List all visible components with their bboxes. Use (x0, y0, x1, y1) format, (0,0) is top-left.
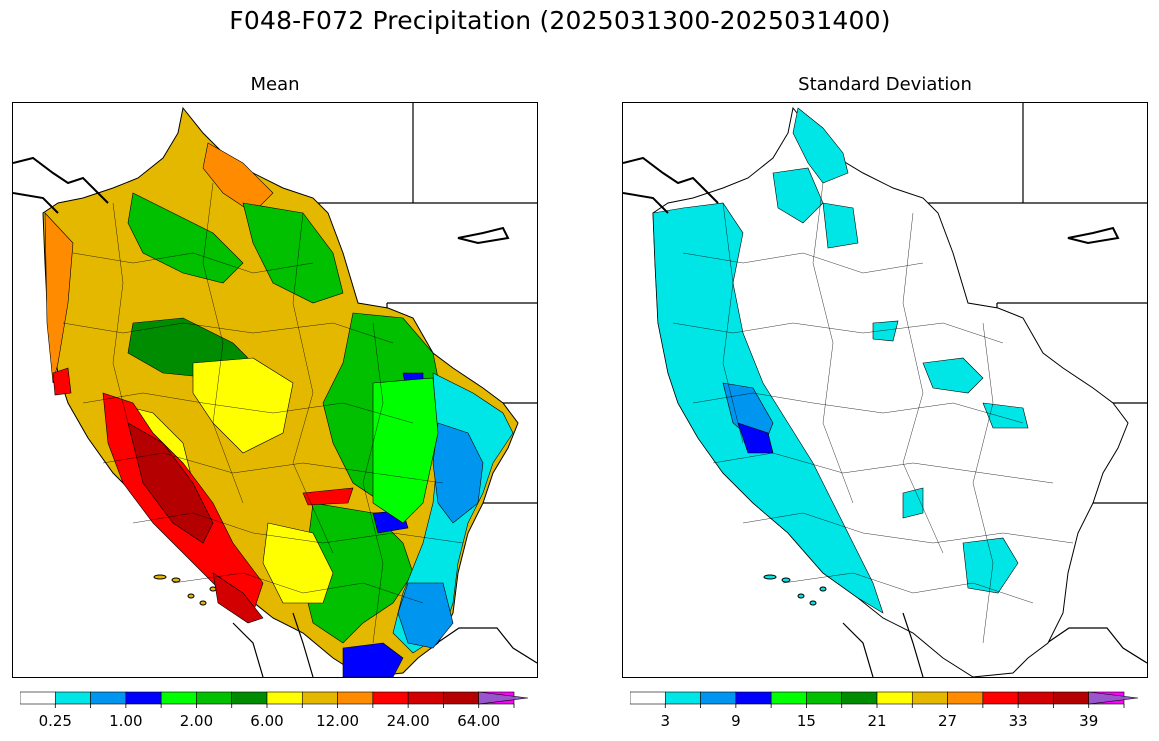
sd-colorbar-segment (806, 691, 843, 705)
sd-cyan-north (792, 107, 849, 184)
sd-map-svg (623, 103, 1147, 677)
mean-colorbar-segment (125, 691, 162, 705)
sd-colorbar-segment (911, 691, 948, 705)
mean-colorbar-segment (196, 691, 233, 705)
sd-mexico-lines (842, 612, 924, 677)
figure-title: F048-F072 Precipitation (2025031300-2025… (229, 6, 891, 35)
mean-basin-lines (62, 182, 464, 644)
mean-panel-title: Mean (250, 74, 300, 95)
sd-cyan-spot-2 (982, 402, 1029, 429)
mean-colorbar-segment (337, 691, 374, 705)
sd-colorbar-segment (700, 691, 737, 705)
mean-colorbar-label: 1.00 (109, 712, 143, 730)
mean-map-svg (13, 103, 537, 677)
mean-green-3 (242, 202, 344, 304)
sd-colorbar-segment (735, 691, 772, 705)
mean-colorbar-label: 6.00 (250, 712, 284, 730)
sd-colorbar-label: 21 (867, 712, 887, 730)
sd-cyan-coast (652, 202, 884, 614)
sd-colorbar-segment (664, 691, 701, 705)
sd-colorbar-label: 3 (660, 712, 671, 730)
mean-dark-blue-3 (342, 642, 404, 677)
sd-colorbar-segment (947, 691, 984, 705)
sd-colorbar-label: 15 (796, 712, 816, 730)
sd-colorbar-label: 33 (1008, 712, 1028, 730)
sd-lake (1067, 226, 1120, 245)
mean-precipitation-map (12, 102, 538, 678)
sd-cyan-spot-1 (922, 357, 984, 394)
sd-colorbar-segment (876, 691, 913, 705)
sd-colorbar-segment (1053, 691, 1090, 705)
mean-yellow-3 (262, 522, 334, 604)
mean-colorbar-segment (20, 691, 56, 705)
mean-orange-coast (44, 212, 74, 384)
mean-colorbar-segment (443, 691, 480, 705)
mean-colorbar-segment (90, 691, 127, 705)
sd-colorbar-label: 9 (731, 712, 741, 730)
mean-colorbar-segment (54, 691, 91, 705)
sd-colorbar-segment (841, 691, 878, 705)
mean-coastline-north (13, 156, 109, 214)
sd-cyan-spot-4 (902, 487, 924, 519)
mean-colorbar-segment (231, 691, 268, 705)
mean-colorbar-segment (407, 691, 444, 705)
sd-colorbar (630, 691, 1139, 708)
mean-red-spot (302, 487, 354, 506)
sd-colorbar-segment (770, 691, 807, 705)
mean-colorbar-segment (478, 691, 529, 705)
mean-darkred-south (212, 572, 264, 624)
mean-mexico-lines (232, 612, 314, 677)
sd-colorbar-label: 39 (1079, 712, 1099, 730)
sd-colorbar-label: 27 (938, 712, 958, 730)
sd-cyan-spot-5 (872, 320, 899, 342)
mean-darkred-region (127, 422, 214, 544)
sd-cyan-spot-3 (962, 537, 1019, 594)
mean-colorbar-segment (301, 691, 338, 705)
sd-basin-lines (672, 182, 1074, 644)
mean-colorbar-segment (160, 691, 197, 705)
sd-cyan-north-3 (822, 202, 859, 249)
mean-colorbar (20, 691, 529, 708)
sd-colorbar-segment (630, 691, 666, 705)
mean-blue-region (432, 422, 484, 524)
sd-coastline-north (623, 156, 719, 214)
mean-colorbar-label: 24.00 (386, 712, 430, 730)
sd-cyan-north-2 (772, 167, 824, 224)
mean-colorbar-label: 64.00 (457, 712, 501, 730)
sd-colorbar-segment (982, 691, 1019, 705)
mean-colorbar-label: 0.25 (38, 712, 72, 730)
mean-colorbar-label: 2.00 (179, 712, 214, 730)
mean-green-1 (127, 192, 244, 284)
sd-precipitation-map (622, 102, 1148, 678)
mean-channel-islands (153, 574, 217, 606)
mean-colorbar-segment (266, 691, 303, 705)
mean-colorbar-label: 12.00 (316, 712, 360, 730)
sd-channel-islands (763, 574, 827, 606)
mean-lake (457, 226, 510, 245)
mean-red-coast (52, 367, 72, 396)
sd-colorbar-segment (1017, 691, 1054, 705)
mean-colorbar-segment (372, 691, 409, 705)
mean-bright-green (372, 377, 439, 524)
sd-panel-title: Standard Deviation (798, 74, 972, 95)
sd-colorbar-segment (1088, 691, 1139, 705)
